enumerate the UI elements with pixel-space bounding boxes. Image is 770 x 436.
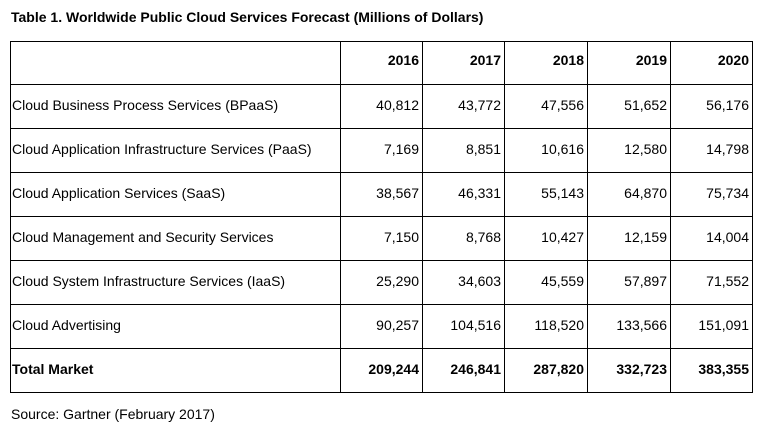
row-label: Cloud Application Infrastructure Service…: [10, 128, 341, 173]
value-cell: 14,004: [670, 216, 753, 261]
value-cell: 104,516: [422, 304, 505, 349]
total-value-cell: 209,244: [340, 348, 423, 393]
value-cell: 8,851: [422, 128, 505, 173]
row-label: Cloud Application Services (SaaS): [10, 172, 341, 217]
column-header-2018: 2018: [504, 41, 588, 85]
value-cell: 56,176: [670, 84, 753, 129]
table-row-bpaas: Cloud Business Process Services (BPaaS) …: [10, 84, 753, 129]
header-row: 2016 2017 2018 2019 2020: [10, 41, 753, 85]
row-label: Cloud Business Process Services (BPaaS): [10, 84, 341, 129]
value-cell: 10,427: [504, 216, 588, 261]
forecast-table: 2016 2017 2018 2019 2020 Cloud Business …: [10, 41, 753, 393]
table-row-iaas: Cloud System Infrastructure Services (Ia…: [10, 260, 753, 305]
column-header-2016: 2016: [340, 41, 423, 85]
column-header-2019: 2019: [587, 41, 671, 85]
value-cell: 46,331: [422, 172, 505, 217]
total-value-cell: 383,355: [670, 348, 753, 393]
value-cell: 8,768: [422, 216, 505, 261]
value-cell: 10,616: [504, 128, 588, 173]
value-cell: 7,150: [340, 216, 423, 261]
row-label: Cloud Advertising: [10, 304, 341, 349]
table-row-total: Total Market 209,244 246,841 287,820 332…: [10, 348, 753, 393]
value-cell: 40,812: [340, 84, 423, 129]
value-cell: 7,169: [340, 128, 423, 173]
value-cell: 55,143: [504, 172, 588, 217]
value-cell: 12,580: [587, 128, 671, 173]
value-cell: 90,257: [340, 304, 423, 349]
value-cell: 43,772: [422, 84, 505, 129]
value-cell: 14,798: [670, 128, 753, 173]
total-label: Total Market: [10, 348, 341, 393]
value-cell: 75,734: [670, 172, 753, 217]
value-cell: 64,870: [587, 172, 671, 217]
value-cell: 47,556: [504, 84, 588, 129]
total-value-cell: 332,723: [587, 348, 671, 393]
total-value-cell: 246,841: [422, 348, 505, 393]
row-label: Cloud System Infrastructure Services (Ia…: [10, 260, 341, 305]
table-row-saas: Cloud Application Services (SaaS) 38,567…: [10, 172, 753, 217]
header-corner-cell: [10, 41, 341, 85]
row-label: Cloud Management and Security Services: [10, 216, 341, 261]
value-cell: 51,652: [587, 84, 671, 129]
value-cell: 12,159: [587, 216, 671, 261]
table-row-advertising: Cloud Advertising 90,257 104,516 118,520…: [10, 304, 753, 349]
value-cell: 133,566: [587, 304, 671, 349]
value-cell: 38,567: [340, 172, 423, 217]
value-cell: 34,603: [422, 260, 505, 305]
table-title: Table 1. Worldwide Public Cloud Services…: [11, 9, 484, 25]
table-row-management-security: Cloud Management and Security Services 7…: [10, 216, 753, 261]
value-cell: 25,290: [340, 260, 423, 305]
value-cell: 71,552: [670, 260, 753, 305]
source-note: Source: Gartner (February 2017): [11, 406, 215, 422]
column-header-2017: 2017: [422, 41, 505, 85]
value-cell: 151,091: [670, 304, 753, 349]
total-value-cell: 287,820: [504, 348, 588, 393]
value-cell: 118,520: [504, 304, 588, 349]
column-header-2020: 2020: [670, 41, 753, 85]
table-row-paas: Cloud Application Infrastructure Service…: [10, 128, 753, 173]
value-cell: 45,559: [504, 260, 588, 305]
value-cell: 57,897: [587, 260, 671, 305]
